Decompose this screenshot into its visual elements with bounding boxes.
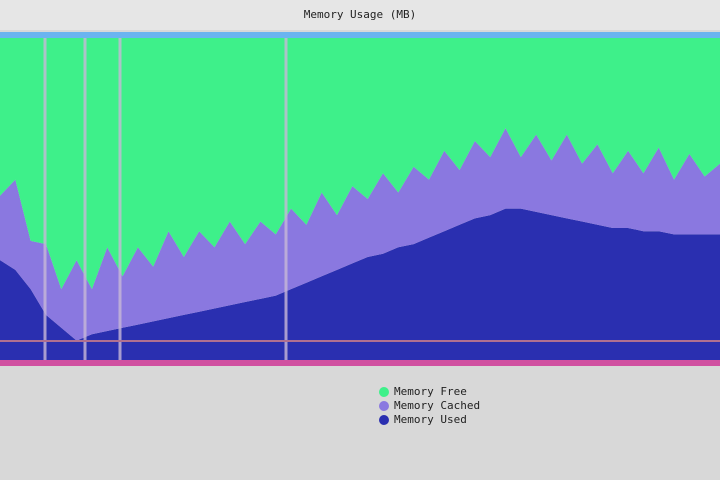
area-series [0, 128, 720, 341]
legend-swatch [379, 387, 389, 397]
legend-label: Memory Free [394, 385, 467, 398]
area-series [0, 208, 720, 360]
chart-title: Memory Usage (MB) [304, 8, 417, 21]
legend-label: Memory Cached [394, 399, 480, 412]
bottom-strip [0, 360, 720, 366]
top-strip [0, 32, 720, 38]
legend-swatch [379, 401, 389, 411]
area-series [0, 38, 720, 290]
plot [0, 38, 720, 360]
markers [43, 38, 288, 360]
legend-label: Memory Used [394, 413, 467, 426]
title-bar [0, 0, 720, 30]
legend-swatch [379, 415, 389, 425]
info-panel [0, 366, 720, 480]
